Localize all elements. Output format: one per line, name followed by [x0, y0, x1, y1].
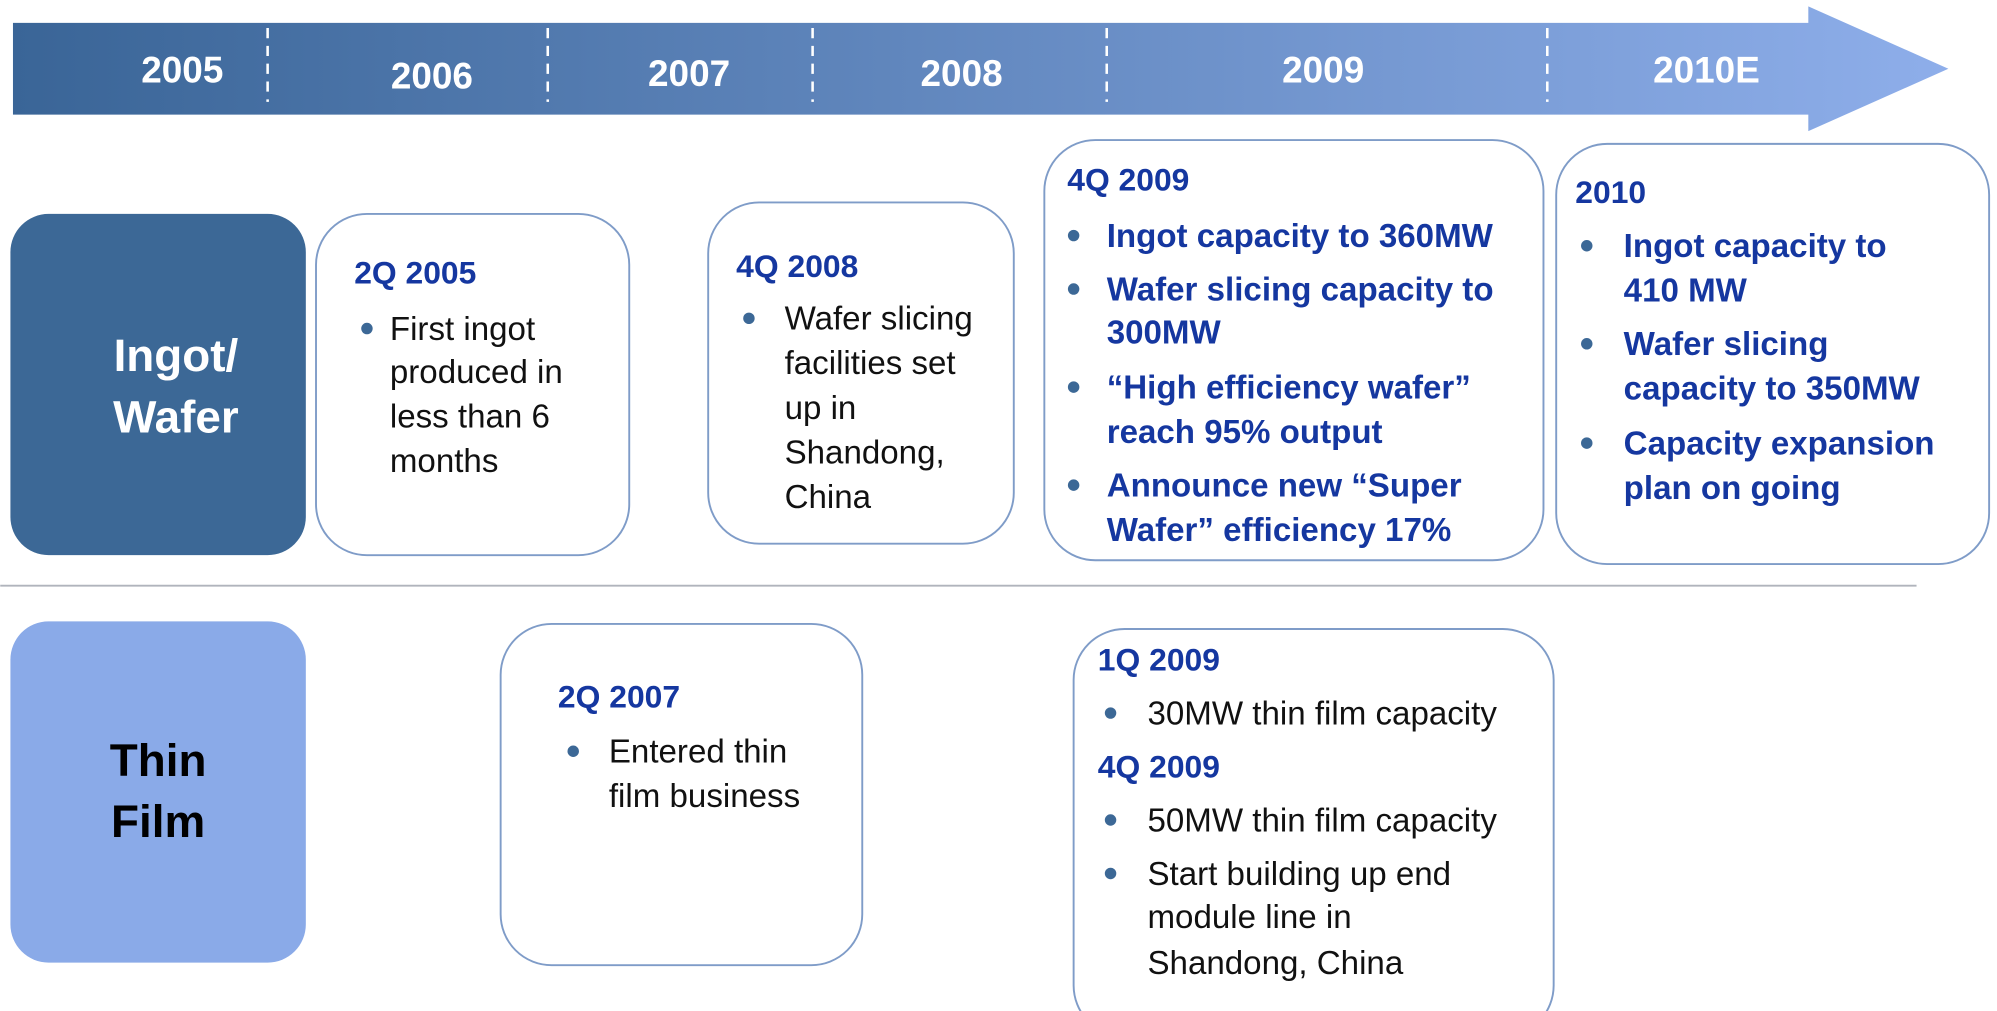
event-text: capacity to 350MW — [1624, 371, 1921, 408]
event-text: up in — [785, 390, 857, 427]
event-text: reach 95% output — [1107, 414, 1383, 451]
event-text: produced in — [390, 354, 563, 391]
event-text: “High efficiency wafer” — [1107, 369, 1471, 406]
event-text: Ingot capacity to 360MW — [1107, 218, 1494, 255]
event-heading: 2010 — [1575, 174, 1646, 210]
event-heading: 1Q 2009 — [1098, 642, 1220, 678]
row-label: Wafer — [113, 391, 239, 442]
event-text: months — [390, 443, 499, 480]
event-text: plan on going — [1624, 470, 1841, 507]
event-text: Shandong, China — [1147, 945, 1403, 982]
event-box — [1072, 628, 1555, 1011]
event-heading: 4Q 2009 — [1067, 161, 1189, 197]
event-box — [1555, 142, 1991, 566]
event-heading: 4Q 2008 — [736, 248, 858, 284]
row-label: Thin — [110, 735, 207, 786]
event-text: 30MW thin film capacity — [1147, 695, 1497, 732]
year-label: 2005 — [141, 49, 223, 90]
bullet-dot — [1104, 707, 1117, 719]
event-box — [707, 201, 1015, 545]
event-box — [499, 622, 864, 967]
row-label-box — [10, 213, 306, 556]
event-text: 50MW thin film capacity — [1147, 802, 1497, 839]
event-text: Wafer slicing — [1624, 326, 1829, 363]
row-label: Ingot/ — [114, 330, 239, 381]
event-text: Capacity expansion — [1624, 425, 1935, 462]
bullet-dot — [567, 745, 579, 757]
year-label: 2006 — [391, 56, 473, 97]
event-heading: 2Q 2005 — [354, 254, 476, 290]
bullet-dot — [1067, 283, 1080, 295]
year-label: 2010E — [1653, 49, 1760, 90]
event-text: less than 6 — [390, 399, 550, 436]
event-text: Wafer slicing capacity to — [1107, 271, 1494, 308]
year-label: 2008 — [921, 53, 1003, 94]
year-label: 2009 — [1282, 49, 1364, 90]
event-text: Start building up end — [1147, 856, 1451, 893]
year-label: 2007 — [648, 53, 730, 94]
event-text: film business — [609, 778, 800, 815]
event-text: Shandong, — [785, 434, 945, 471]
event-text: module line in — [1147, 899, 1351, 936]
bullet-dot — [1104, 814, 1117, 826]
event-text: Ingot capacity to — [1624, 228, 1887, 265]
event-text: Entered thin — [609, 734, 787, 771]
event-heading: 2Q 2007 — [558, 678, 680, 714]
event-box — [1043, 139, 1545, 562]
bullet-dot — [743, 312, 755, 325]
event-text: 300MW — [1107, 315, 1222, 352]
event-box — [315, 212, 631, 557]
bullet-dot — [1067, 479, 1080, 491]
event-text: Wafer” efficiency 17% — [1107, 512, 1452, 549]
event-text: First ingot — [390, 311, 535, 348]
content: 2005 2006 2007 2008 2009 2010E Ingot/Wafer Thin… — [110, 49, 1991, 1011]
event-text: Wafer slicing — [785, 301, 973, 338]
event-heading: 4Q 2009 — [1098, 748, 1220, 784]
bullet-dot — [1581, 338, 1593, 350]
event-text: 410 MW — [1624, 273, 1748, 310]
bullet-dot — [1104, 867, 1117, 880]
event-text: China — [785, 479, 872, 516]
bullet-dot — [361, 322, 373, 335]
row-label: Film — [111, 796, 205, 847]
event-text: Announce new “Super — [1107, 467, 1462, 504]
row-label-box — [10, 621, 306, 963]
bullet-dot — [1067, 381, 1080, 393]
event-text: facilities set — [785, 345, 956, 382]
timeline-arrow — [12, 6, 1949, 132]
bullet-dot — [1581, 240, 1593, 252]
bullet-dot — [1581, 437, 1593, 449]
bullet-dot — [1067, 229, 1080, 242]
year-dividers — [266, 28, 1549, 102]
